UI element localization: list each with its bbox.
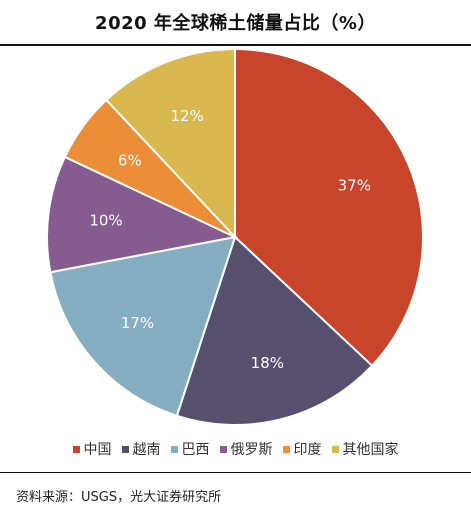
- legend-swatch-1: [121, 445, 129, 453]
- bottom-divider: [0, 472, 471, 473]
- pie-slice-2: [49, 235, 237, 418]
- pie-chart: 37% 18% 17% 10% 6% 12%: [46, 47, 424, 426]
- source-note: 资料来源：USGS，光大证券研究所: [16, 490, 222, 505]
- legend-swatch-3: [219, 445, 227, 453]
- slice-label-4: 6%: [118, 152, 142, 170]
- legend-item-1: 越南: [121, 439, 161, 459]
- legend-label-3: 俄罗斯: [230, 442, 273, 458]
- chart-title: 2020 年全球稀土储量占比（%）: [95, 13, 376, 34]
- legend-swatch-2: [170, 445, 178, 453]
- legend-item-2: 巴西: [170, 439, 210, 459]
- top-divider: [0, 44, 471, 46]
- legend-swatch-5: [331, 445, 339, 453]
- legend-label-2: 巴西: [181, 442, 210, 458]
- legend-swatch-4: [282, 445, 290, 453]
- slice-label-0: 37%: [338, 176, 371, 194]
- legend-item-5: 其他国家: [331, 439, 399, 459]
- slice-label-1: 18%: [251, 354, 284, 372]
- pie-slice-3: [46, 155, 239, 274]
- pie-slice-1: [175, 235, 374, 426]
- slice-label-5: 12%: [170, 107, 203, 125]
- legend-label-5: 其他国家: [342, 442, 399, 458]
- legend-item-3: 俄罗斯: [219, 439, 273, 459]
- legend-item-4: 印度: [282, 439, 322, 459]
- pie-slice-5: [104, 47, 236, 240]
- slice-label-2: 17%: [121, 314, 154, 332]
- legend-swatch-0: [72, 445, 80, 453]
- legend-label-1: 越南: [132, 442, 161, 458]
- slice-label-3: 10%: [89, 212, 122, 230]
- chart-legend: 中国 越南 巴西 俄罗斯 印度 其他国家: [0, 439, 471, 459]
- legend-label-4: 印度: [293, 442, 322, 458]
- pie-slice-0: [234, 47, 424, 368]
- legend-item-0: 中国: [72, 439, 112, 459]
- legend-label-0: 中国: [83, 442, 112, 458]
